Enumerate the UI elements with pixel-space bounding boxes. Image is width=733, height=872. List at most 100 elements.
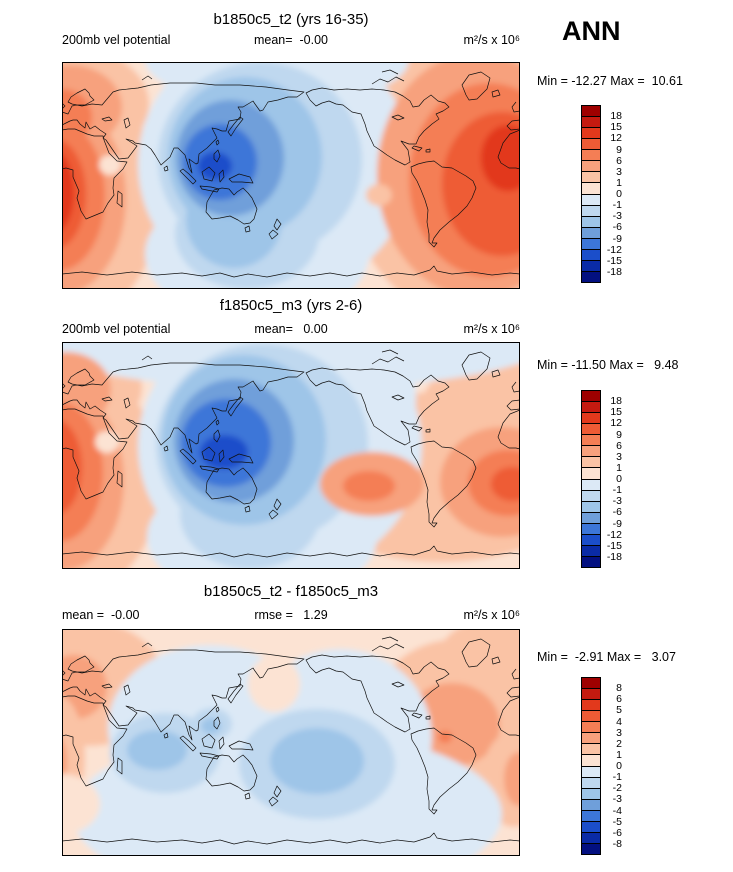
colorbar-tick-label: 18 — [610, 110, 622, 123]
colorbar-segment — [582, 479, 600, 491]
colorbar-segment — [582, 534, 600, 546]
colorbar — [581, 105, 601, 283]
colorbar-segment — [582, 777, 600, 789]
colorbar-tick-label: 12 — [610, 132, 622, 145]
colorbar-tick-label: 1 — [616, 176, 622, 189]
coastlines — [62, 69, 520, 278]
colorbar-segment — [582, 194, 600, 206]
minmax-stat: Min = -11.50 Max = 9.48 — [537, 358, 679, 372]
field-layer — [62, 62, 520, 289]
colorbar-segment — [582, 391, 600, 403]
colorbar-segment — [582, 457, 600, 469]
colorbar — [581, 677, 601, 855]
colorbar-segment — [582, 490, 600, 502]
colorbar-segment — [582, 227, 600, 239]
colorbar-tick-label: -15 — [606, 539, 622, 552]
mean-stat: mean= 0.00 — [254, 322, 328, 336]
colorbar-tick-label: 15 — [610, 406, 622, 419]
units-label: m²/s x 10⁶ — [463, 322, 520, 336]
colorbar-segment — [582, 271, 600, 282]
colorbar-segment — [582, 402, 600, 414]
panel-title: b1850c5_t2 - f1850c5_m3 — [203, 583, 379, 600]
colorbar-tick-label: -1 — [612, 199, 622, 212]
colorbar-tick-label: -4 — [612, 804, 622, 817]
colorbar-tick-label: -6 — [612, 826, 622, 839]
colorbar-tick-label: 0 — [616, 188, 622, 200]
colorbar-tick-label: 9 — [616, 428, 622, 441]
colorbar-segment — [582, 172, 600, 184]
colorbar-segment — [582, 106, 600, 118]
colorbar-tick-label: 5 — [616, 704, 622, 717]
colorbar-tick-label: -12 — [606, 243, 622, 256]
panel-title: b1850c5_t2 (yrs 16-35) — [213, 11, 369, 28]
colorbar-tick-label: -9 — [612, 517, 622, 530]
colorbar-segment — [582, 755, 600, 767]
map-plot-difference — [62, 629, 520, 856]
colorbar-segment — [582, 435, 600, 447]
colorbar-segment — [582, 733, 600, 745]
minmax-stat: Min = -2.91 Max = 3.07 — [537, 650, 676, 664]
mean-stat: mean = -0.00 — [62, 608, 140, 622]
colorbar-tick-label: 1 — [616, 748, 622, 761]
field-layer — [62, 629, 520, 856]
colorbar-segment — [582, 843, 600, 854]
colorbar-tick-label: 2 — [616, 737, 622, 750]
colorbar-segment — [582, 117, 600, 129]
colorbar-tick-label: -3 — [612, 210, 622, 223]
colorbar-segment — [582, 468, 600, 480]
colorbar-tick-label: 6 — [616, 154, 622, 167]
colorbar-tick-label: 3 — [616, 165, 622, 178]
colorbar-ticks: 8 6 5 4 3 2 1 0 -1 -2 -3 -4 -5 -6 -8 — [592, 677, 622, 855]
colorbar-tick-label: 6 — [616, 439, 622, 452]
colorbar-segment — [582, 205, 600, 217]
colorbar-segment — [582, 545, 600, 557]
colorbar-segment — [582, 821, 600, 833]
colorbar-tick-label: 12 — [610, 417, 622, 430]
colorbar-tick-label: -3 — [612, 495, 622, 508]
colorbar-segment — [582, 512, 600, 524]
colorbar-segment — [582, 810, 600, 822]
colorbar-segment — [582, 711, 600, 723]
field-layer — [62, 342, 520, 569]
rmse-stat: rmse = 1.29 — [254, 608, 328, 622]
colorbar-segment — [582, 424, 600, 436]
map-plot-top — [62, 62, 520, 289]
colorbar-segment — [582, 523, 600, 535]
colorbar-segment — [582, 700, 600, 712]
variable-label: 200mb vel potential — [62, 322, 171, 336]
colorbar-tick-label: -5 — [612, 815, 622, 828]
panel-title: f1850c5_m3 (yrs 2-6) — [219, 297, 363, 314]
colorbar-tick-label: -8 — [612, 837, 622, 850]
colorbar-tick-label: -6 — [612, 506, 622, 519]
colorbar-segment — [582, 689, 600, 701]
variable-label: 200mb vel potential — [62, 33, 171, 47]
colorbar-tick-label: -2 — [612, 782, 622, 795]
colorbar-tick-label: 6 — [616, 693, 622, 706]
colorbar-tick-label: -3 — [612, 793, 622, 806]
colorbar-segment — [582, 260, 600, 272]
map-border — [62, 342, 520, 569]
colorbar-ticks: 18 15 12 9 6 3 1 0 -1 -3 -6 -9 -12 -15 -18 — [592, 105, 622, 283]
minmax-stat: Min = -12.27 Max = 10.61 — [537, 74, 683, 88]
colorbar-segment — [582, 788, 600, 800]
colorbar-segment — [582, 150, 600, 162]
colorbar-tick-label: -15 — [606, 254, 622, 267]
colorbar-tick-label: 4 — [616, 715, 622, 728]
colorbar-tick-label: -18 — [606, 265, 622, 278]
colorbar-tick-label: -1 — [612, 771, 622, 784]
colorbar-segment — [582, 722, 600, 734]
colorbar-segment — [582, 556, 600, 567]
map-border — [62, 62, 520, 289]
colorbar-segment — [582, 799, 600, 811]
colorbar-segment — [582, 238, 600, 250]
colorbar-tick-label: -12 — [606, 528, 622, 541]
coastlines — [62, 349, 520, 558]
units-label: m²/s x 10⁶ — [463, 608, 520, 622]
colorbar-segment — [582, 161, 600, 173]
map-border — [62, 629, 520, 856]
colorbar-tick-label: 18 — [610, 395, 622, 408]
